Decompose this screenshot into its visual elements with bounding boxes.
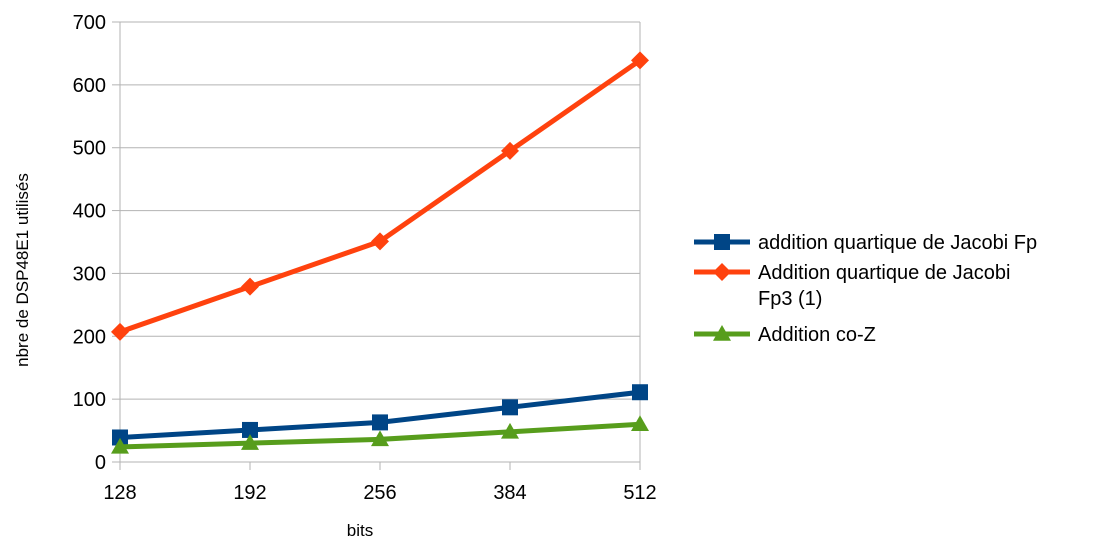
data-point — [631, 51, 649, 70]
legend-item-1: Addition quartique de Jacobi Fp3 (1) — [694, 262, 1010, 310]
data-point — [112, 429, 128, 446]
data-point — [371, 232, 389, 251]
x-tick-label: 512 — [623, 482, 656, 504]
data-point — [372, 414, 388, 431]
legend-item-2: Addition co-Z — [694, 324, 876, 346]
data-point — [631, 415, 649, 432]
y-tick-label: 400 — [73, 201, 106, 223]
x-tick-label: 256 — [363, 482, 396, 504]
x-axis-title: bits — [347, 521, 373, 540]
series-2 — [111, 415, 649, 454]
legend-item-0: addition quartique de Jacobi Fp — [694, 232, 1037, 254]
data-point — [241, 277, 259, 296]
x-tick-label: 128 — [103, 482, 136, 504]
y-tick-label: 100 — [73, 389, 106, 411]
gridlines — [120, 21, 640, 463]
y-tick-label: 600 — [73, 75, 106, 97]
x-tick-label: 384 — [493, 482, 526, 504]
legend-swatch-marker — [713, 263, 731, 281]
y-tick-label: 0 — [95, 452, 106, 474]
axes — [112, 21, 641, 470]
data-point — [241, 434, 259, 450]
y-tick-label: 200 — [73, 326, 106, 348]
data-point — [501, 141, 519, 160]
data-point — [242, 421, 258, 438]
data-point — [111, 437, 129, 454]
legend-swatch-marker — [713, 325, 731, 341]
series-lines — [111, 51, 649, 454]
y-tick-label: 500 — [73, 138, 106, 160]
data-point — [111, 322, 129, 341]
x-tick-label: 192 — [233, 482, 266, 504]
legend-label: Fp3 (1) — [758, 288, 822, 310]
legend-label: Addition co-Z — [758, 324, 876, 346]
y-tick-label: 700 — [73, 12, 106, 34]
data-point — [632, 384, 648, 401]
data-point — [501, 422, 519, 439]
legend-label: Addition quartique de Jacobi — [758, 262, 1010, 284]
data-point — [371, 430, 389, 447]
legend-swatch-marker — [714, 234, 730, 250]
legend-label: addition quartique de Jacobi Fp — [758, 232, 1037, 254]
tick-labels: 0 100 200 300 400 500 600 700 128 192 256 384 512 — [73, 12, 657, 504]
series-1 — [111, 51, 649, 341]
series-line — [117, 57, 643, 335]
y-axis-title: nbre de DSP48E1 utilisés — [13, 173, 32, 367]
series-0 — [112, 384, 648, 446]
data-point — [502, 399, 518, 416]
legend: addition quartique de Jacobi Fp Addition … — [694, 232, 1037, 346]
y-tick-label: 300 — [73, 263, 106, 285]
